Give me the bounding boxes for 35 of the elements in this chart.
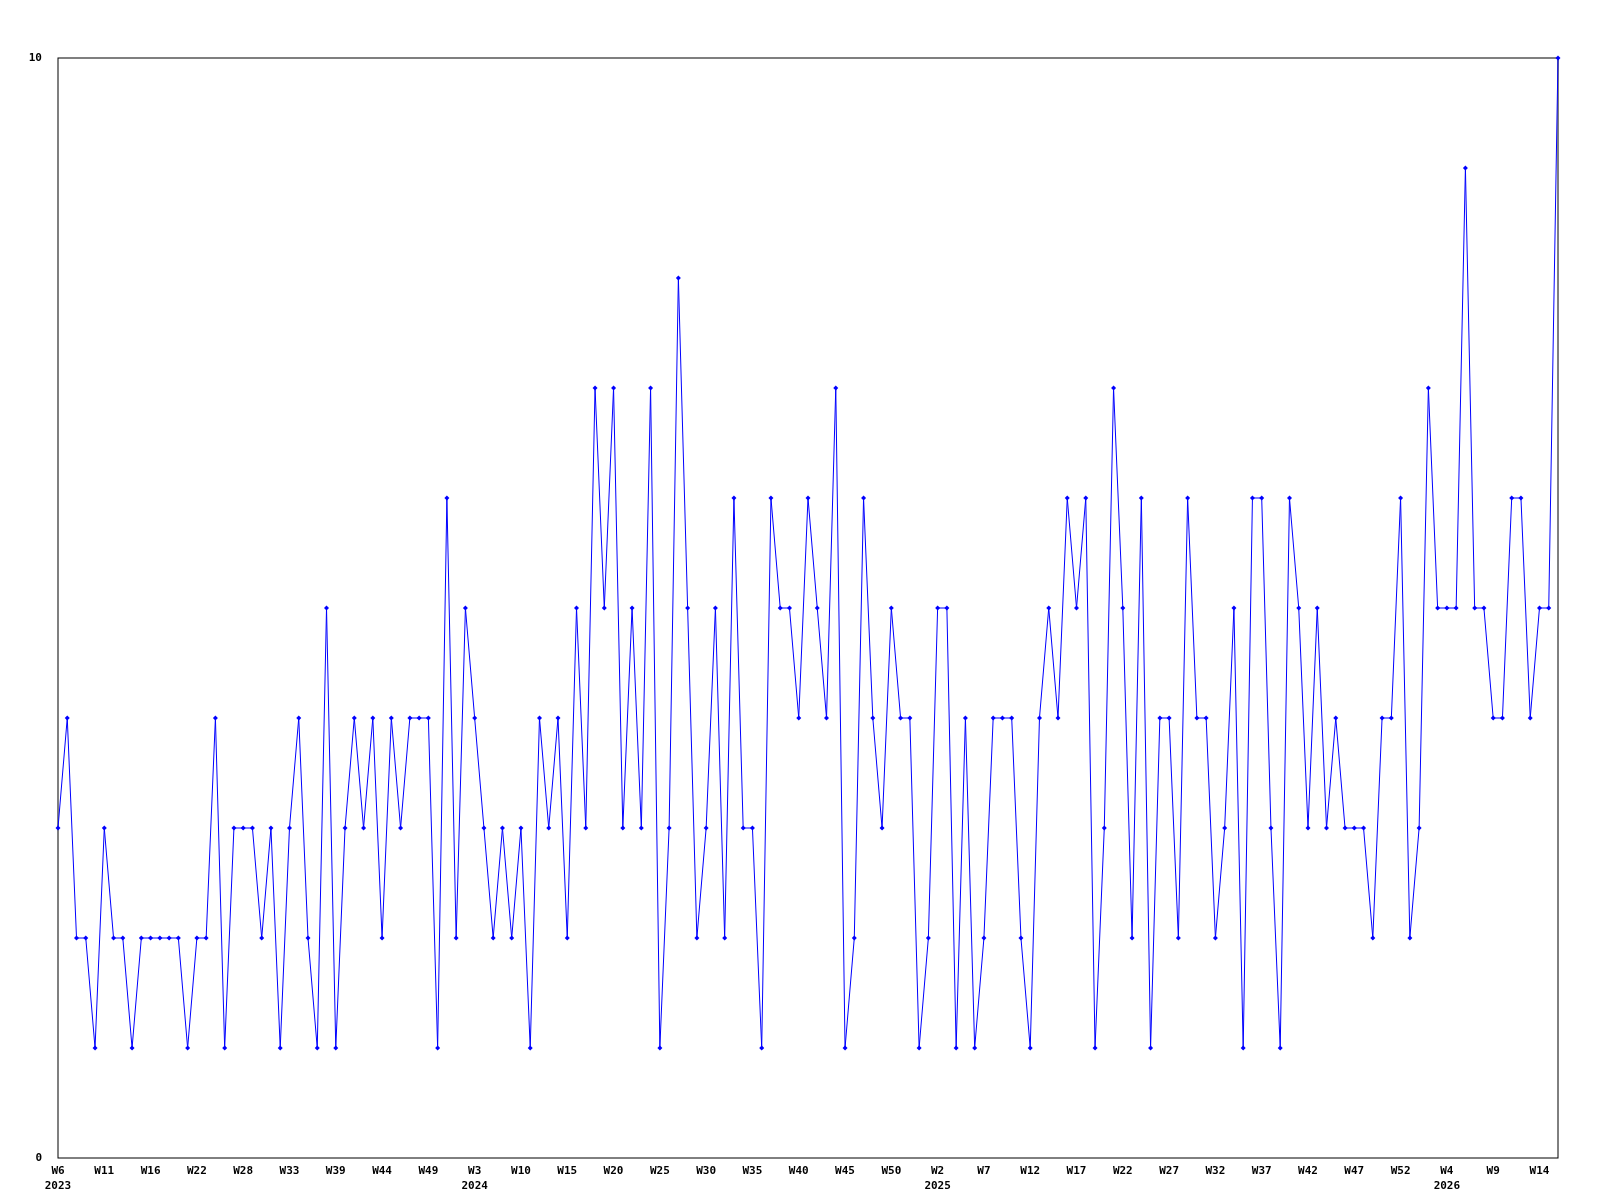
x-tick-label: W42: [1298, 1164, 1318, 1177]
x-tick-label: W30: [696, 1164, 717, 1177]
x-tick-label: W14: [1529, 1164, 1550, 1177]
x-tick-label: W39: [325, 1164, 346, 1177]
x-tick-label: W3 2024: [461, 1164, 489, 1192]
x-tick-label: W45: [835, 1164, 855, 1177]
x-tick-label: W32: [1205, 1164, 1226, 1177]
x-tick-label: W44: [372, 1164, 393, 1177]
x-tick-label: W40: [788, 1164, 809, 1177]
x-tick-label: W4 2026: [1433, 1164, 1461, 1192]
x-tick-label: W28: [233, 1164, 254, 1177]
x-tick-label: W12: [1020, 1164, 1041, 1177]
x-tick-label: W7: [977, 1164, 991, 1177]
x-tick-label: W25: [649, 1164, 670, 1177]
x-tick-label: W6 2023: [44, 1164, 72, 1192]
x-tick-label: W10: [511, 1164, 531, 1177]
x-tick-label: W2 2025: [924, 1164, 951, 1192]
x-tick-label: W16: [140, 1164, 161, 1177]
x-tick-label: W15: [557, 1164, 578, 1177]
x-tick-label: W22: [1112, 1164, 1133, 1177]
x-tick-label: W11: [94, 1164, 115, 1177]
x-tick-label: W20: [603, 1164, 624, 1177]
y-tick-label: 10: [28, 51, 42, 64]
x-tick-label: W22: [186, 1164, 207, 1177]
x-tick-label: W49: [418, 1164, 439, 1177]
x-tick-label: W33: [279, 1164, 300, 1177]
x-tick-label: W35: [742, 1164, 763, 1177]
x-tick-label: W50: [881, 1164, 902, 1177]
y-tick-label: 0: [35, 1151, 42, 1164]
x-tick-label: W47: [1344, 1164, 1365, 1177]
x-tick-label: W52: [1390, 1164, 1411, 1177]
x-tick-label: W9: [1486, 1164, 1500, 1177]
x-tick-label: W37: [1251, 1164, 1272, 1177]
x-tick-label: W27: [1159, 1164, 1180, 1177]
x-tick-label: W17: [1066, 1164, 1087, 1177]
